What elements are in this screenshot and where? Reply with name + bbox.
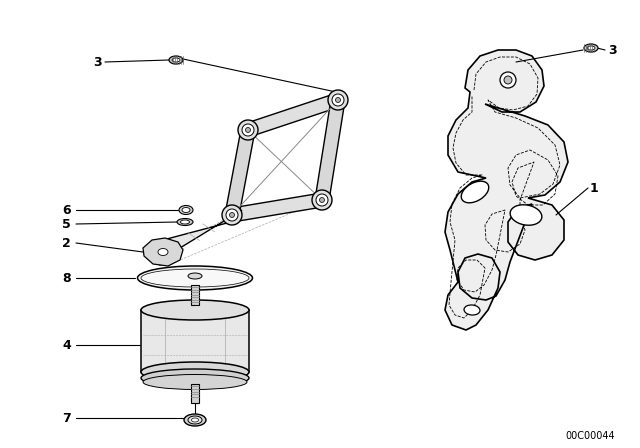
Bar <box>191 285 199 305</box>
Ellipse shape <box>188 273 202 279</box>
Text: 5: 5 <box>62 217 71 231</box>
Ellipse shape <box>504 76 512 84</box>
Text: 3: 3 <box>93 56 102 69</box>
Ellipse shape <box>191 418 198 422</box>
Ellipse shape <box>141 369 249 387</box>
Polygon shape <box>445 50 568 330</box>
Ellipse shape <box>141 300 249 320</box>
Ellipse shape <box>182 207 190 212</box>
Ellipse shape <box>584 44 598 52</box>
Ellipse shape <box>316 194 328 206</box>
Ellipse shape <box>138 266 253 290</box>
Polygon shape <box>231 193 323 222</box>
Ellipse shape <box>464 305 480 315</box>
Text: 8: 8 <box>62 271 70 284</box>
Ellipse shape <box>180 220 189 224</box>
Ellipse shape <box>143 375 247 389</box>
Text: 7: 7 <box>62 412 71 425</box>
Ellipse shape <box>184 414 206 426</box>
Ellipse shape <box>188 416 202 424</box>
Ellipse shape <box>158 249 168 255</box>
Ellipse shape <box>312 190 332 210</box>
Ellipse shape <box>141 362 249 382</box>
Polygon shape <box>225 129 255 216</box>
Ellipse shape <box>510 205 542 225</box>
Ellipse shape <box>226 209 238 221</box>
Ellipse shape <box>335 98 340 103</box>
Text: 2: 2 <box>62 237 71 250</box>
Ellipse shape <box>461 181 489 203</box>
Ellipse shape <box>169 56 183 64</box>
Text: 00C00044: 00C00044 <box>565 431 614 441</box>
Ellipse shape <box>222 205 242 225</box>
Ellipse shape <box>179 206 193 215</box>
Polygon shape <box>143 238 183 266</box>
Text: 6: 6 <box>62 203 70 216</box>
Text: 3: 3 <box>608 43 616 56</box>
Polygon shape <box>246 93 340 137</box>
Ellipse shape <box>238 120 258 140</box>
Ellipse shape <box>500 72 516 88</box>
Polygon shape <box>148 210 242 265</box>
Ellipse shape <box>177 219 193 225</box>
Ellipse shape <box>332 94 344 106</box>
Ellipse shape <box>587 46 595 50</box>
Ellipse shape <box>172 58 180 62</box>
Text: 4: 4 <box>62 339 71 352</box>
Polygon shape <box>141 310 249 372</box>
Ellipse shape <box>319 198 324 202</box>
Ellipse shape <box>242 124 254 136</box>
Ellipse shape <box>141 269 249 287</box>
Polygon shape <box>315 99 345 201</box>
Text: 1: 1 <box>590 181 599 194</box>
Ellipse shape <box>246 128 250 133</box>
Ellipse shape <box>230 212 234 217</box>
Ellipse shape <box>328 90 348 110</box>
Bar <box>191 384 199 403</box>
